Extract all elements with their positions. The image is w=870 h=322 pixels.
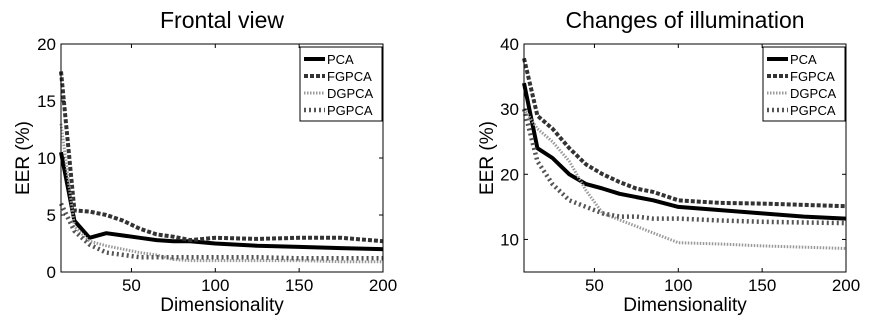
x-tick-label: 200 [832,276,860,295]
x-tick-label: 150 [285,276,313,295]
y-tick-label: 40 [500,35,519,54]
legend-label-dgpca: DGPCA [790,86,837,101]
y-tick-label: 15 [37,92,56,111]
y-tick-label: 30 [500,100,519,119]
legend-label-pca: PCA [790,52,817,67]
legend-label-pca: PCA [327,52,354,67]
series-line-pca [522,82,847,221]
legend-label-fgpca: FGPCA [327,69,372,84]
x-tick-label: 200 [369,276,397,295]
x-tick-label: 100 [201,276,229,295]
y-tick-label: 20 [500,165,519,184]
legend-label-dgpca: DGPCA [327,86,374,101]
chart-frontal-view: Frontal view Dimensionality EER (%) 50 10… [13,7,397,316]
series-line-fgpca [59,71,384,244]
x-axis-label: Dimensionality [160,295,284,316]
legend-label-pgpca: PGPCA [327,103,373,118]
series-line-dgpca [59,123,383,264]
y-axis-label: EER (%) [477,121,498,195]
series-line-fgpca [522,57,847,209]
x-tick-label: 50 [585,276,604,295]
chart-title: Frontal view [160,7,284,33]
legend-label-pgpca: PGPCA [790,103,836,118]
series-line-dgpca [522,108,847,250]
y-tick-label: 10 [37,149,56,168]
y-tick-label: 0 [47,263,56,282]
series-line-pca [59,151,384,252]
y-tick-label: 10 [500,230,519,249]
chart-title: Changes of illumination [565,7,804,33]
y-tick-label: 20 [37,35,56,54]
x-tick-label: 50 [122,276,141,295]
x-tick-label: 100 [664,276,692,295]
x-axis-label: Dimensionality [623,295,747,316]
x-tick-label: 150 [748,276,776,295]
series-line-pgpca [58,202,383,261]
legend-label-fgpca: FGPCA [790,69,835,84]
series-line-pgpca [521,108,847,226]
y-axis-label: EER (%) [13,121,34,195]
y-tick-label: 5 [47,206,56,225]
plot-frame [523,43,847,273]
chart-changes-of-illumination: Changes of illumination Dimensionality E… [477,7,860,316]
